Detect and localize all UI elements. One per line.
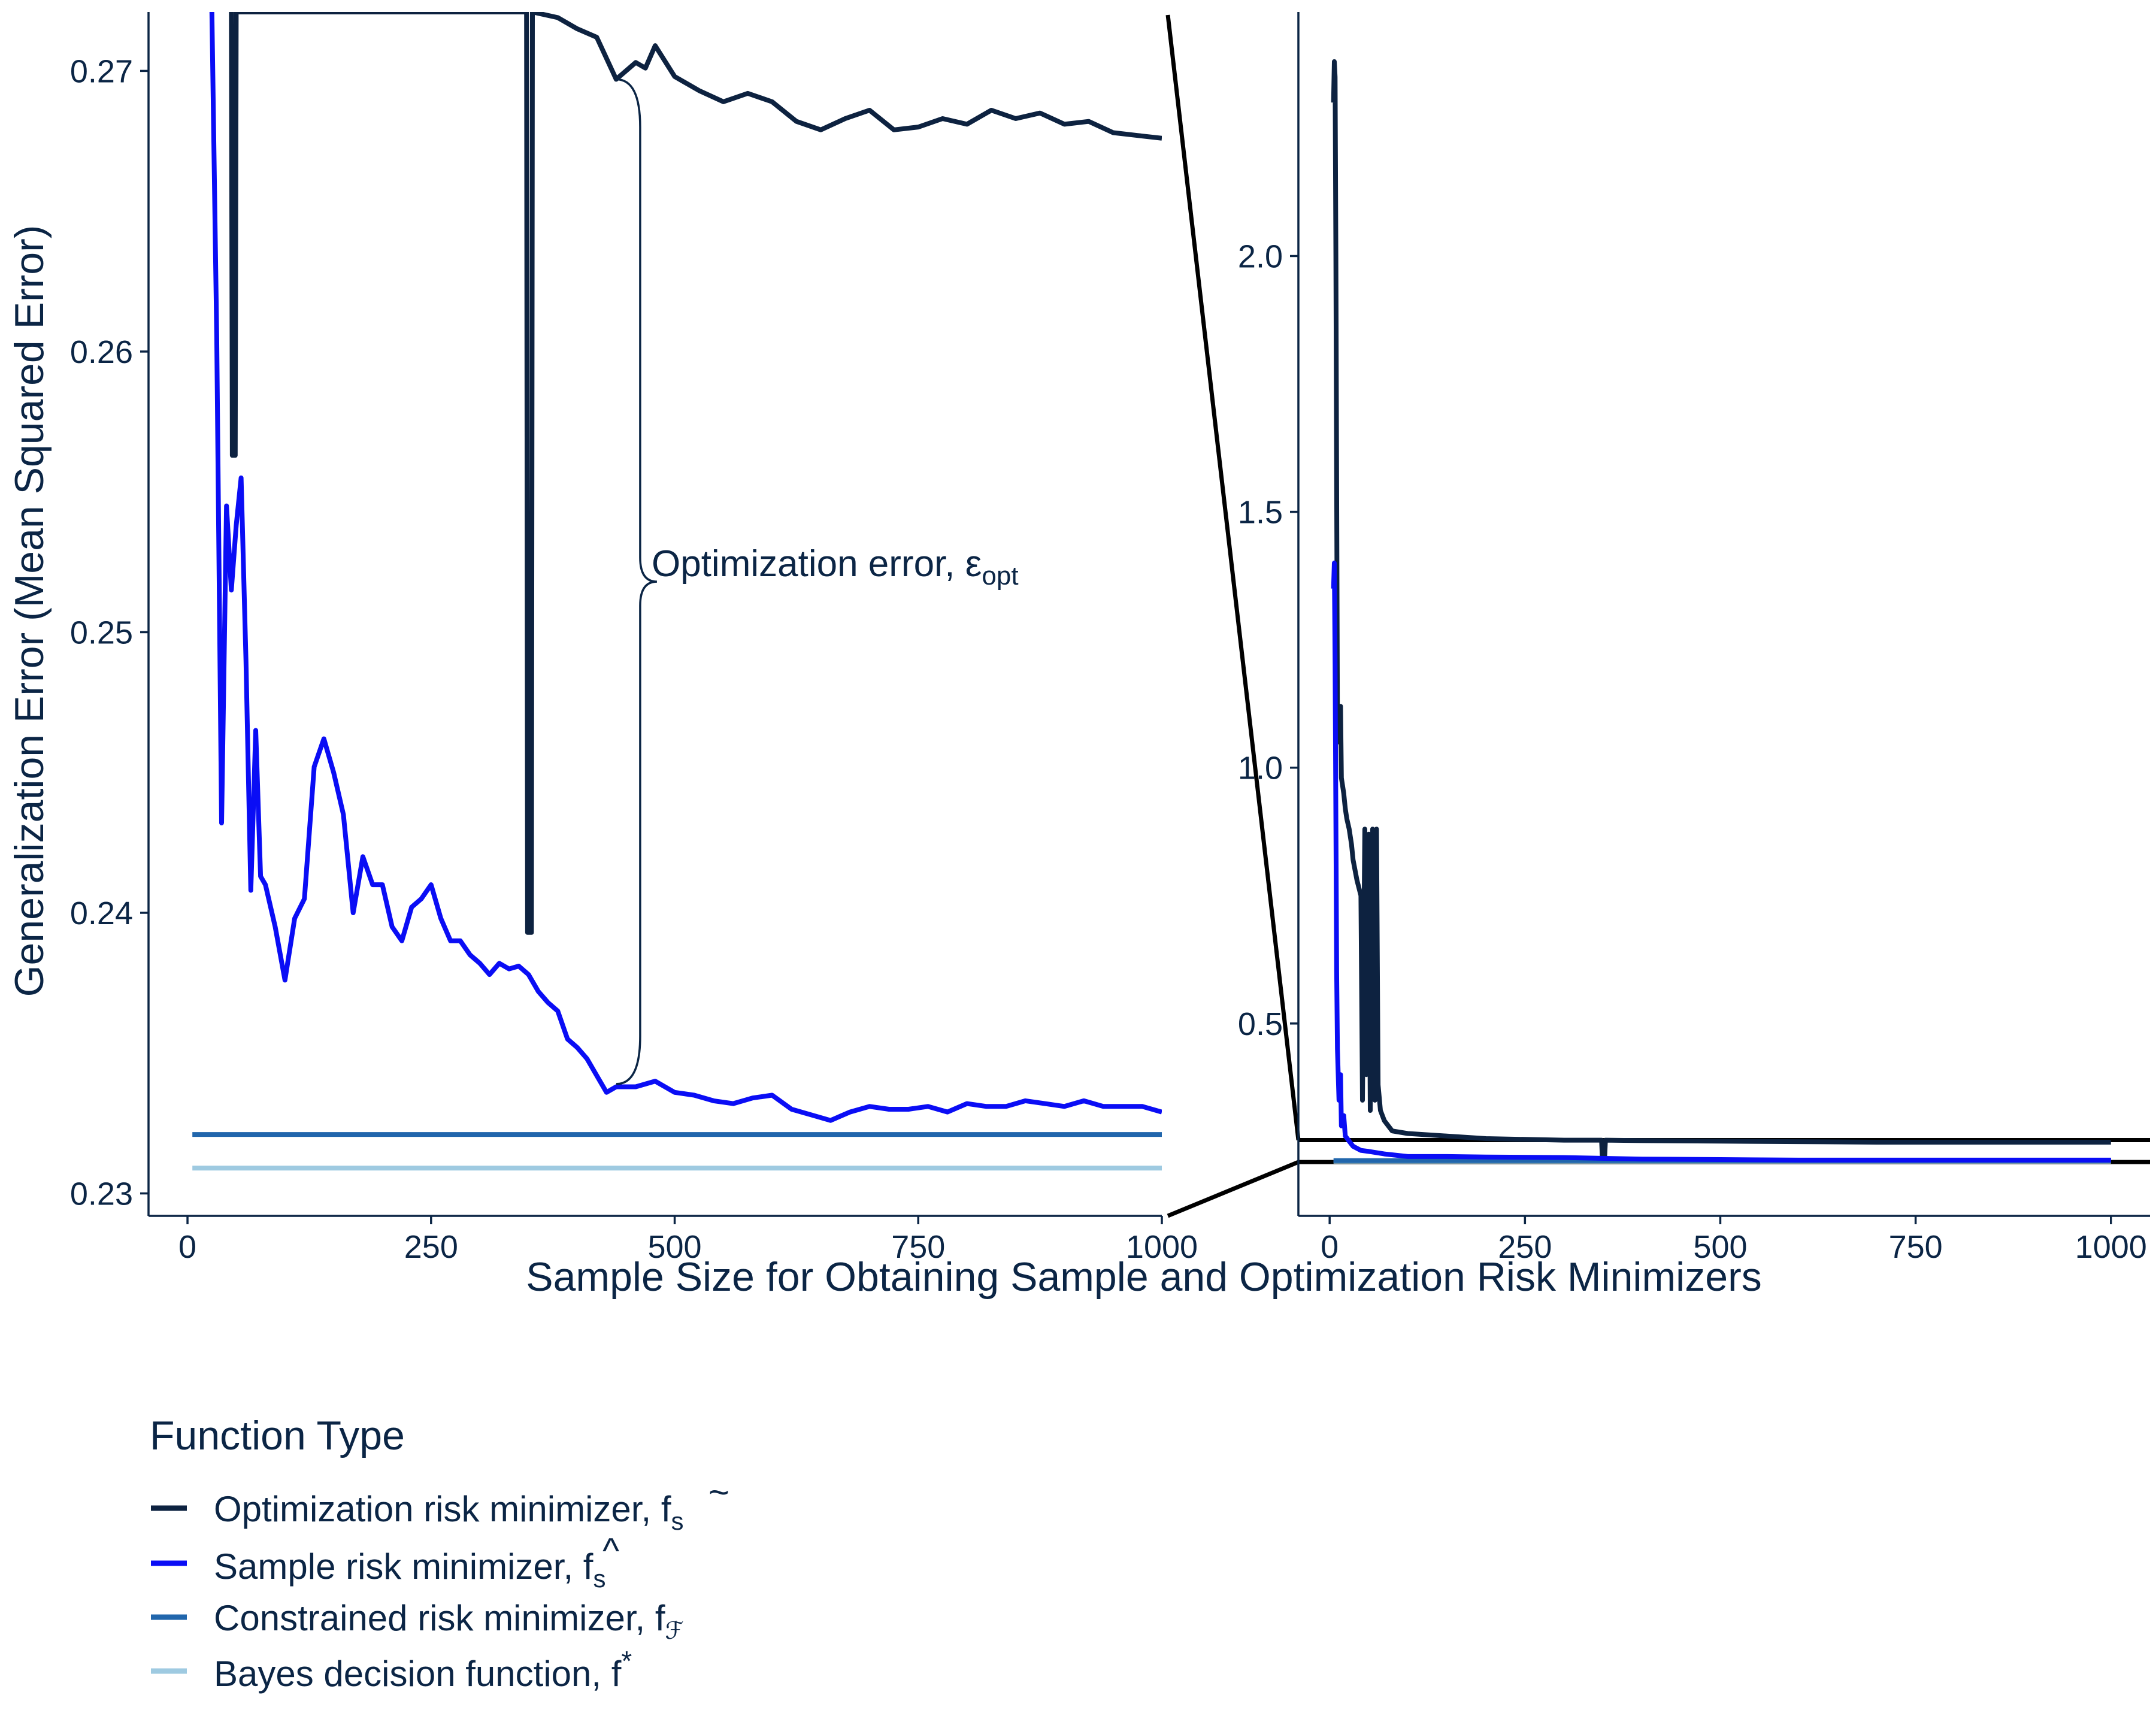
y-tick-label-zoomed: 0.26 — [70, 334, 133, 370]
x-tick-label-zoomed: 750 — [891, 1229, 945, 1265]
y-axis-title: Generalization Error (Mean Squared Error… — [7, 225, 52, 997]
legend: Function Type Optimization risk minimize… — [150, 1413, 729, 1694]
x-tick-label-zoomed: 0 — [178, 1229, 196, 1265]
y-tick-label-zoomed: 0.27 — [70, 53, 133, 89]
x-tick-label-full: 750 — [1889, 1229, 1943, 1265]
series-line-optimization-zoomed — [229, 12, 1162, 935]
x-tick-label-zoomed: 500 — [647, 1229, 701, 1265]
legend-label-constrained: Constrained risk minimizer, fℱ — [214, 1598, 684, 1644]
zoom-connector-lower — [1167, 1160, 1300, 1218]
y-tick-label-zoomed: 0.25 — [70, 615, 133, 650]
legend-item-sample: Sample risk minimizer, fs ^ — [151, 1531, 619, 1593]
legend-item-constrained: Constrained risk minimizer, fℱ — [151, 1598, 684, 1644]
y-tick-label-zoomed: 0.24 — [70, 895, 133, 931]
legend-item-optimization: Optimization risk minimizer, fs ~ — [151, 1472, 729, 1535]
zoom-connector-upper — [1165, 14, 1301, 1140]
series-line-sample-full — [1331, 561, 2111, 1163]
y-tick-label-full: 1.5 — [1238, 495, 1283, 531]
legend-subscript-optimization: s — [671, 1507, 683, 1535]
x-axis-title: Sample Size for Obtaining Sample and Opt… — [526, 1254, 1761, 1300]
x-tick-label-zoomed: 250 — [404, 1229, 458, 1265]
legend-label-sample: Sample risk minimizer, fs — [214, 1546, 605, 1593]
optimization-error-label: Optimization error, εopt — [652, 543, 1019, 591]
x-tick-label-full: 0 — [1321, 1229, 1339, 1265]
x-tick-label-full: 1000 — [2075, 1229, 2147, 1265]
legend-title: Function Type — [150, 1413, 405, 1458]
x-tick-label-full: 500 — [1693, 1229, 1747, 1265]
optimization-error-subscript: opt — [982, 561, 1018, 591]
y-tick-label-full: 2.0 — [1238, 238, 1283, 274]
legend-accent-sample: ^ — [602, 1531, 619, 1571]
y-tick-label-full: 0.5 — [1238, 1006, 1283, 1042]
series-line-optimization-full — [1331, 59, 2111, 1160]
legend-item-bayes: Bayes decision function, f* — [151, 1645, 632, 1694]
legend-subscript-sample: s — [593, 1564, 605, 1593]
zoom-connectors — [1165, 14, 2150, 1218]
y-tick-label-zoomed: 0.23 — [70, 1176, 133, 1212]
panel-zoomed: 0 250 500 750 1000 0.23 0.24 0.25 0.26 0.27 — [70, 12, 1198, 1265]
series-line-sample-zoomed — [209, 12, 1162, 1123]
legend-label-bayes: Bayes decision function, f* — [214, 1645, 632, 1694]
legend-superscript-bayes: * — [621, 1645, 632, 1676]
optimization-error-annotation: Optimization error, εopt — [616, 78, 1019, 1085]
legend-accent-optimization: ~ — [708, 1472, 729, 1512]
y-tick-label-full: 1.0 — [1238, 750, 1283, 786]
legend-subscript-constrained: ℱ — [665, 1618, 684, 1644]
panel-full: 0 250 500 750 1000 0.5 1.0 1.5 2.0 — [1238, 12, 2150, 1265]
legend-label-optimization: Optimization risk minimizer, fs — [214, 1489, 683, 1535]
x-tick-label-zoomed: 1000 — [1126, 1229, 1198, 1265]
x-tick-label-full: 250 — [1498, 1229, 1552, 1265]
optimization-error-brace — [616, 78, 658, 1085]
